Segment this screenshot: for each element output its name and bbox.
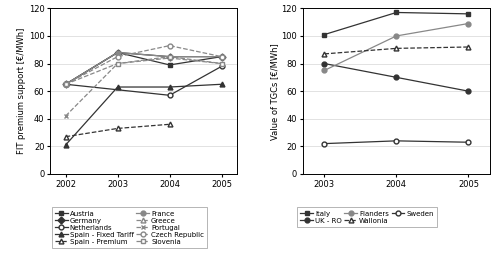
- Y-axis label: Value of TGCs [€/MWh]: Value of TGCs [€/MWh]: [270, 43, 278, 140]
- Legend: Italy, UK - RO, Flanders, Wallonia, Sweden: Italy, UK - RO, Flanders, Wallonia, Swed…: [297, 207, 438, 227]
- Legend: Austria, Germany, Netherlands, Spain - Fixed Tariff, Spain - Premium, France, Gr: Austria, Germany, Netherlands, Spain - F…: [52, 207, 208, 248]
- Y-axis label: FIT premium support [€/MWh]: FIT premium support [€/MWh]: [17, 28, 26, 154]
